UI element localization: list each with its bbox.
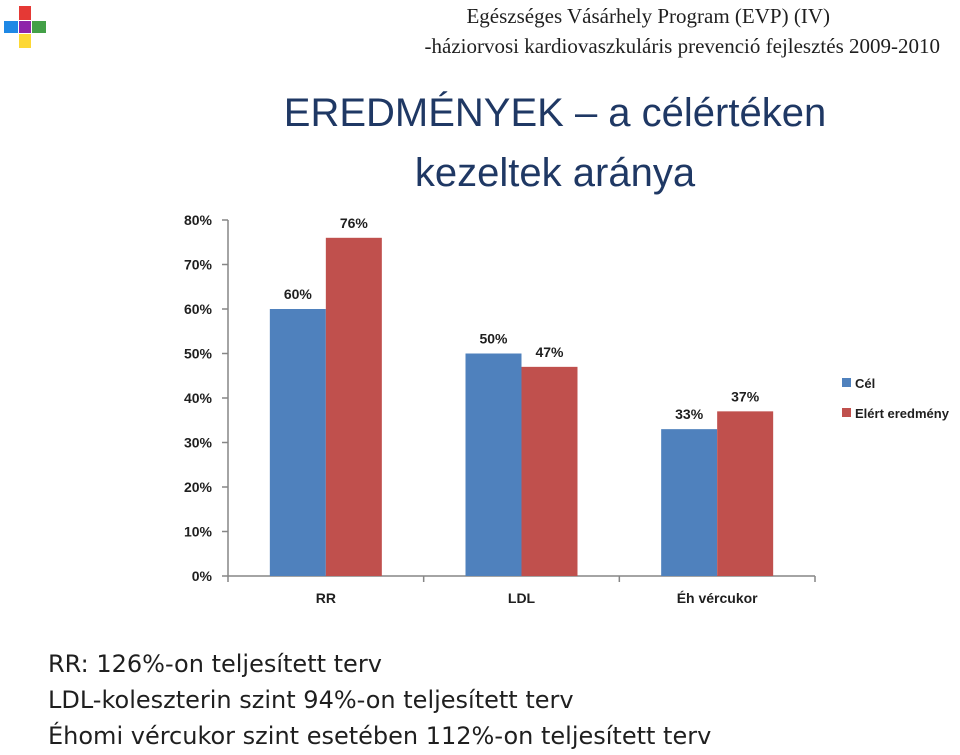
x-tick-label: Éh vércukor — [677, 590, 758, 606]
logo-block-yellow — [19, 34, 31, 48]
bar-chart: 0% 10% 20% 30% 40% 50% 60% 70% 80% RR 60% 76% LDL 50%… — [184, 212, 950, 606]
logo-block-center — [19, 21, 31, 33]
note-ldl: LDL-koleszterin szint 94%-on teljesített… — [48, 686, 574, 714]
bar-elert — [325, 237, 382, 577]
slide-title-line1: EREDMÉNYEK – a célértéken — [283, 91, 827, 135]
data-label: 37% — [731, 388, 760, 404]
y-tick-label: 10% — [184, 524, 213, 540]
x-tick-label: RR — [316, 590, 336, 606]
data-label: 47% — [535, 344, 564, 360]
bar-cel — [269, 309, 326, 576]
legend-swatch — [842, 408, 851, 417]
data-label: 50% — [479, 331, 508, 347]
data-label: 76% — [340, 215, 369, 231]
legend-swatch — [842, 378, 851, 387]
bar-elert — [717, 411, 774, 576]
legend-label: Elért eredmény — [855, 406, 950, 421]
x-tick-label: LDL — [508, 590, 536, 606]
logo-block-blue — [4, 21, 18, 33]
y-tick-label: 50% — [184, 346, 213, 362]
note-glucose: Éhomi vércukor szint esetében 112%-on te… — [48, 722, 712, 750]
data-label: 60% — [284, 286, 313, 302]
data-label: 33% — [675, 406, 704, 422]
header-program-name: Egészséges Vásárhely Program (EVP) (IV) — [466, 4, 830, 28]
slide-title-line2: kezeltek aránya — [414, 151, 696, 195]
program-logo-icon — [4, 6, 46, 48]
note-rr: RR: 126%-on teljesített terv — [48, 650, 382, 678]
y-tick-label: 80% — [184, 212, 213, 228]
y-tick-label: 70% — [184, 257, 213, 273]
bar-elert — [521, 366, 578, 576]
bar-cel — [465, 353, 522, 576]
legend-label: Cél — [855, 376, 875, 391]
header-program-subtitle: -háziorvosi kardiovaszkuláris prevenció … — [424, 34, 941, 58]
y-tick-label: 40% — [184, 390, 213, 406]
y-tick-label: 60% — [184, 301, 213, 317]
logo-block-green — [32, 21, 46, 33]
logo-block-red — [19, 6, 31, 20]
y-tick-label: 30% — [184, 435, 213, 451]
y-tick-label: 20% — [184, 479, 213, 495]
y-tick-label: 0% — [192, 568, 213, 584]
bar-cel — [661, 429, 718, 576]
